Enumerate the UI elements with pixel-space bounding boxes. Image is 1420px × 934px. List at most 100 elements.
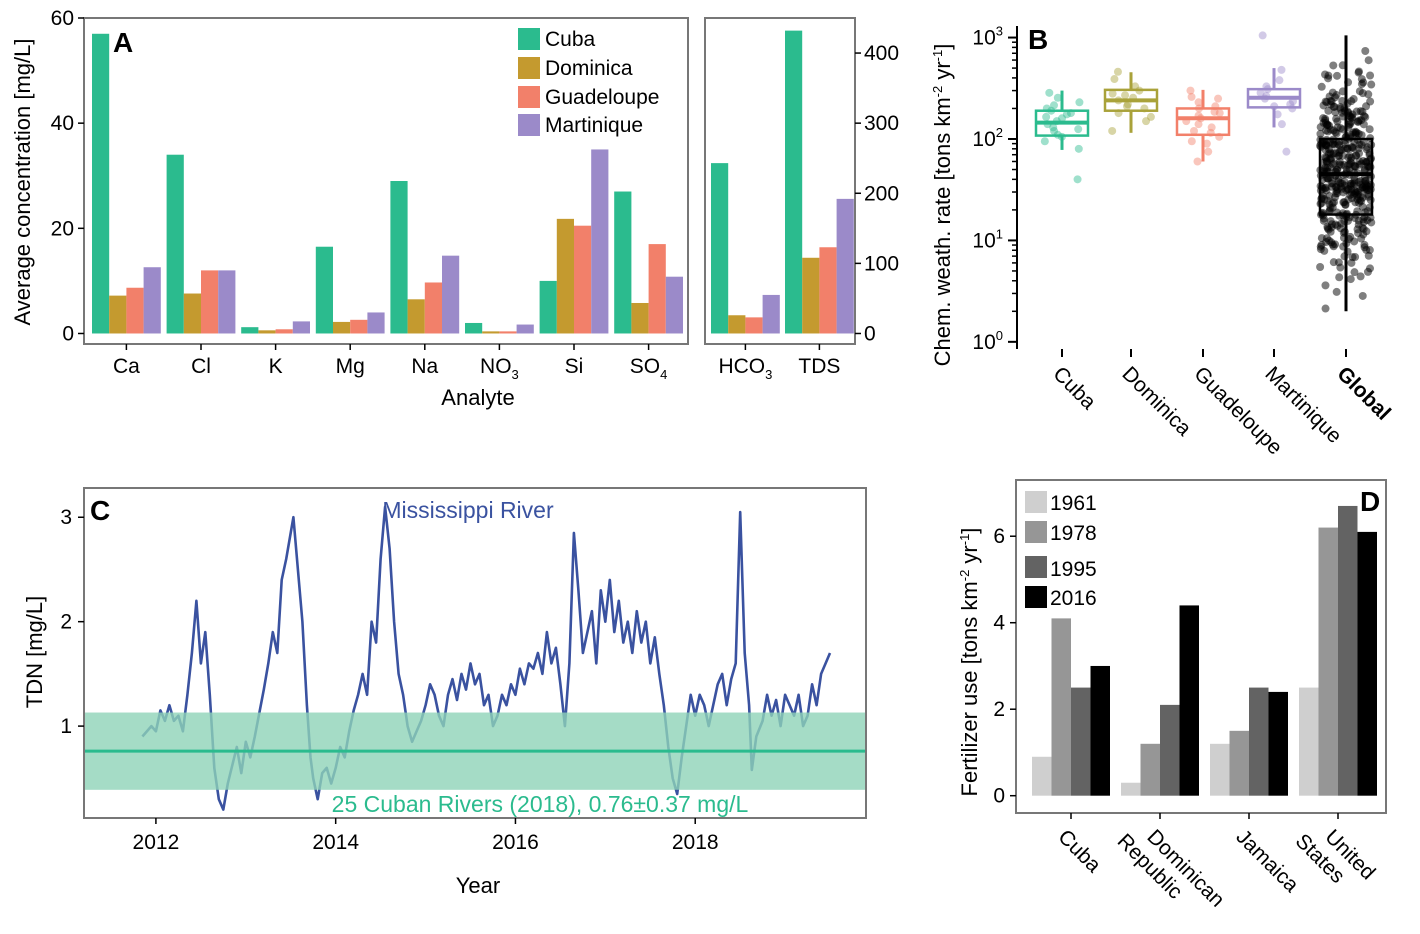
point-global-223	[1358, 89, 1367, 98]
legend-swatch-2016	[1025, 586, 1047, 608]
point-dominica-13	[1108, 89, 1117, 98]
point-global-401	[1327, 238, 1336, 247]
point-global-362	[1350, 268, 1359, 277]
ytick-left-20: 20	[51, 217, 74, 240]
ytick-exp-2: 2	[996, 125, 1003, 140]
point-global-296	[1329, 102, 1338, 111]
point-global-403	[1343, 144, 1352, 153]
point-guadeloupe-4	[1189, 126, 1198, 135]
panel-d-ylabel-main: Fertilizer use [tons km	[957, 581, 982, 796]
point-global-413	[1367, 218, 1376, 227]
point-global-382	[1336, 224, 1345, 233]
point-global-411	[1364, 182, 1373, 191]
panel-d-ylabel-mid: yr	[957, 545, 982, 569]
bar-united-states-1978	[1318, 527, 1338, 796]
legend-swatch-cuba	[518, 28, 540, 50]
bar-united-states-2016	[1357, 531, 1377, 796]
box-global	[1318, 137, 1374, 216]
xtick-jamaica: Jamaica	[1231, 825, 1303, 897]
point-global-185	[1334, 258, 1343, 267]
bar-ca-martinique	[143, 267, 161, 334]
bar-cl-dominica	[183, 293, 201, 334]
point-global-270	[1321, 281, 1330, 290]
point-cuba-1	[1074, 144, 1083, 153]
xtick-global: Global	[1332, 362, 1394, 424]
legend-label-1961: 1961	[1050, 492, 1097, 515]
point-dominica-14	[1146, 112, 1155, 121]
xtick-sub-hco3: 3	[765, 367, 772, 382]
ytick-3: 103	[972, 24, 1003, 50]
bar-so4-martinique	[665, 276, 683, 334]
point-global-397	[1362, 102, 1371, 111]
bar-so4-dominica	[631, 302, 649, 334]
bar-cuba-2016	[1090, 665, 1110, 796]
point-guadeloupe-11	[1187, 92, 1196, 101]
bar-no3-dominica	[482, 331, 500, 334]
panel-b-ylabel-sup1: -2	[930, 86, 945, 98]
panel-a-letter: A	[113, 27, 133, 58]
bar-jamaica-2016	[1268, 691, 1288, 796]
panel-c-xlabel: Year	[456, 873, 500, 898]
bar-mg-guadeloupe	[350, 319, 368, 334]
point-cuba-18	[1050, 126, 1059, 135]
point-global-307	[1324, 74, 1333, 83]
point-global-121	[1366, 71, 1375, 80]
xtick-2018: 2018	[672, 831, 719, 854]
xtick-jamaica-line-0: Jamaica	[1231, 825, 1303, 897]
ytick-2: 102	[972, 125, 1003, 151]
panel-d-ylabel: Fertilizer use [tons km-2 yr-1]	[957, 528, 982, 797]
point-global-368	[1335, 157, 1344, 166]
xtick-dominica: Dominica	[1117, 362, 1195, 440]
bar-so4-cuba	[614, 191, 632, 334]
point-dominica-10	[1110, 75, 1119, 84]
mississippi-series-line	[141, 505, 832, 811]
point-guadeloupe-18	[1215, 109, 1224, 118]
bar-no3-martinique	[516, 324, 534, 334]
point-cuba-7	[1058, 114, 1067, 123]
bar-mg-dominica	[333, 321, 351, 334]
point-global-407	[1323, 222, 1332, 231]
bar-hco3-martinique	[762, 294, 780, 334]
panel-d-bars	[1032, 505, 1377, 796]
point-global-391	[1323, 174, 1332, 183]
xtick-k: K	[269, 355, 283, 378]
point-global-344	[1316, 129, 1325, 138]
point-dominica-12	[1123, 102, 1132, 111]
bar-jamaica-1978	[1229, 730, 1249, 796]
panel-b-plot	[1034, 31, 1376, 313]
point-global-384	[1321, 183, 1330, 192]
point-guadeloupe-12	[1186, 86, 1195, 95]
point-global-339	[1367, 80, 1376, 89]
bar-k-dominica	[258, 330, 276, 334]
point-guadeloupe-5	[1194, 120, 1203, 129]
point-global-418	[1357, 234, 1366, 243]
xtick-tds: TDS	[798, 355, 840, 378]
bar-jamaica-1961	[1210, 743, 1230, 796]
point-global-9	[1316, 263, 1325, 272]
bar-mg-martinique	[367, 312, 385, 334]
ytick-right-200: 200	[864, 182, 899, 205]
bar-hco3-dominica	[728, 315, 746, 334]
ytick-exp-3: 3	[996, 24, 1003, 39]
point-martinique-1	[1277, 120, 1286, 129]
point-guadeloupe-15	[1187, 137, 1196, 146]
point-global-372	[1335, 148, 1344, 157]
mississippi-label: Mississippi River	[382, 497, 554, 523]
ytick-3: 3	[60, 506, 72, 529]
panel-a-ylabel: Average concentration [mg/L]	[10, 39, 35, 326]
panel-b-ylabel: Chem. weath. rate [tons km-2 yr-1]	[930, 44, 955, 367]
bar-na-cuba	[390, 181, 408, 334]
bar-mg-cuba	[315, 246, 333, 334]
point-cuba-11	[1075, 98, 1084, 107]
bar-jamaica-1995	[1249, 687, 1269, 796]
bar-united-states-1995	[1338, 505, 1358, 796]
xtick-cuba: Cuba	[1053, 825, 1105, 877]
box-guadeloupe	[1175, 107, 1231, 137]
bar-cl-guadeloupe	[201, 270, 219, 334]
ytick-left-0: 0	[62, 322, 74, 345]
point-global-386	[1317, 234, 1326, 243]
panel-d: Cuba DominicanRepublic Jamaica UnitedStates…	[957, 479, 1387, 912]
xtick-no3: NO3	[480, 355, 519, 382]
